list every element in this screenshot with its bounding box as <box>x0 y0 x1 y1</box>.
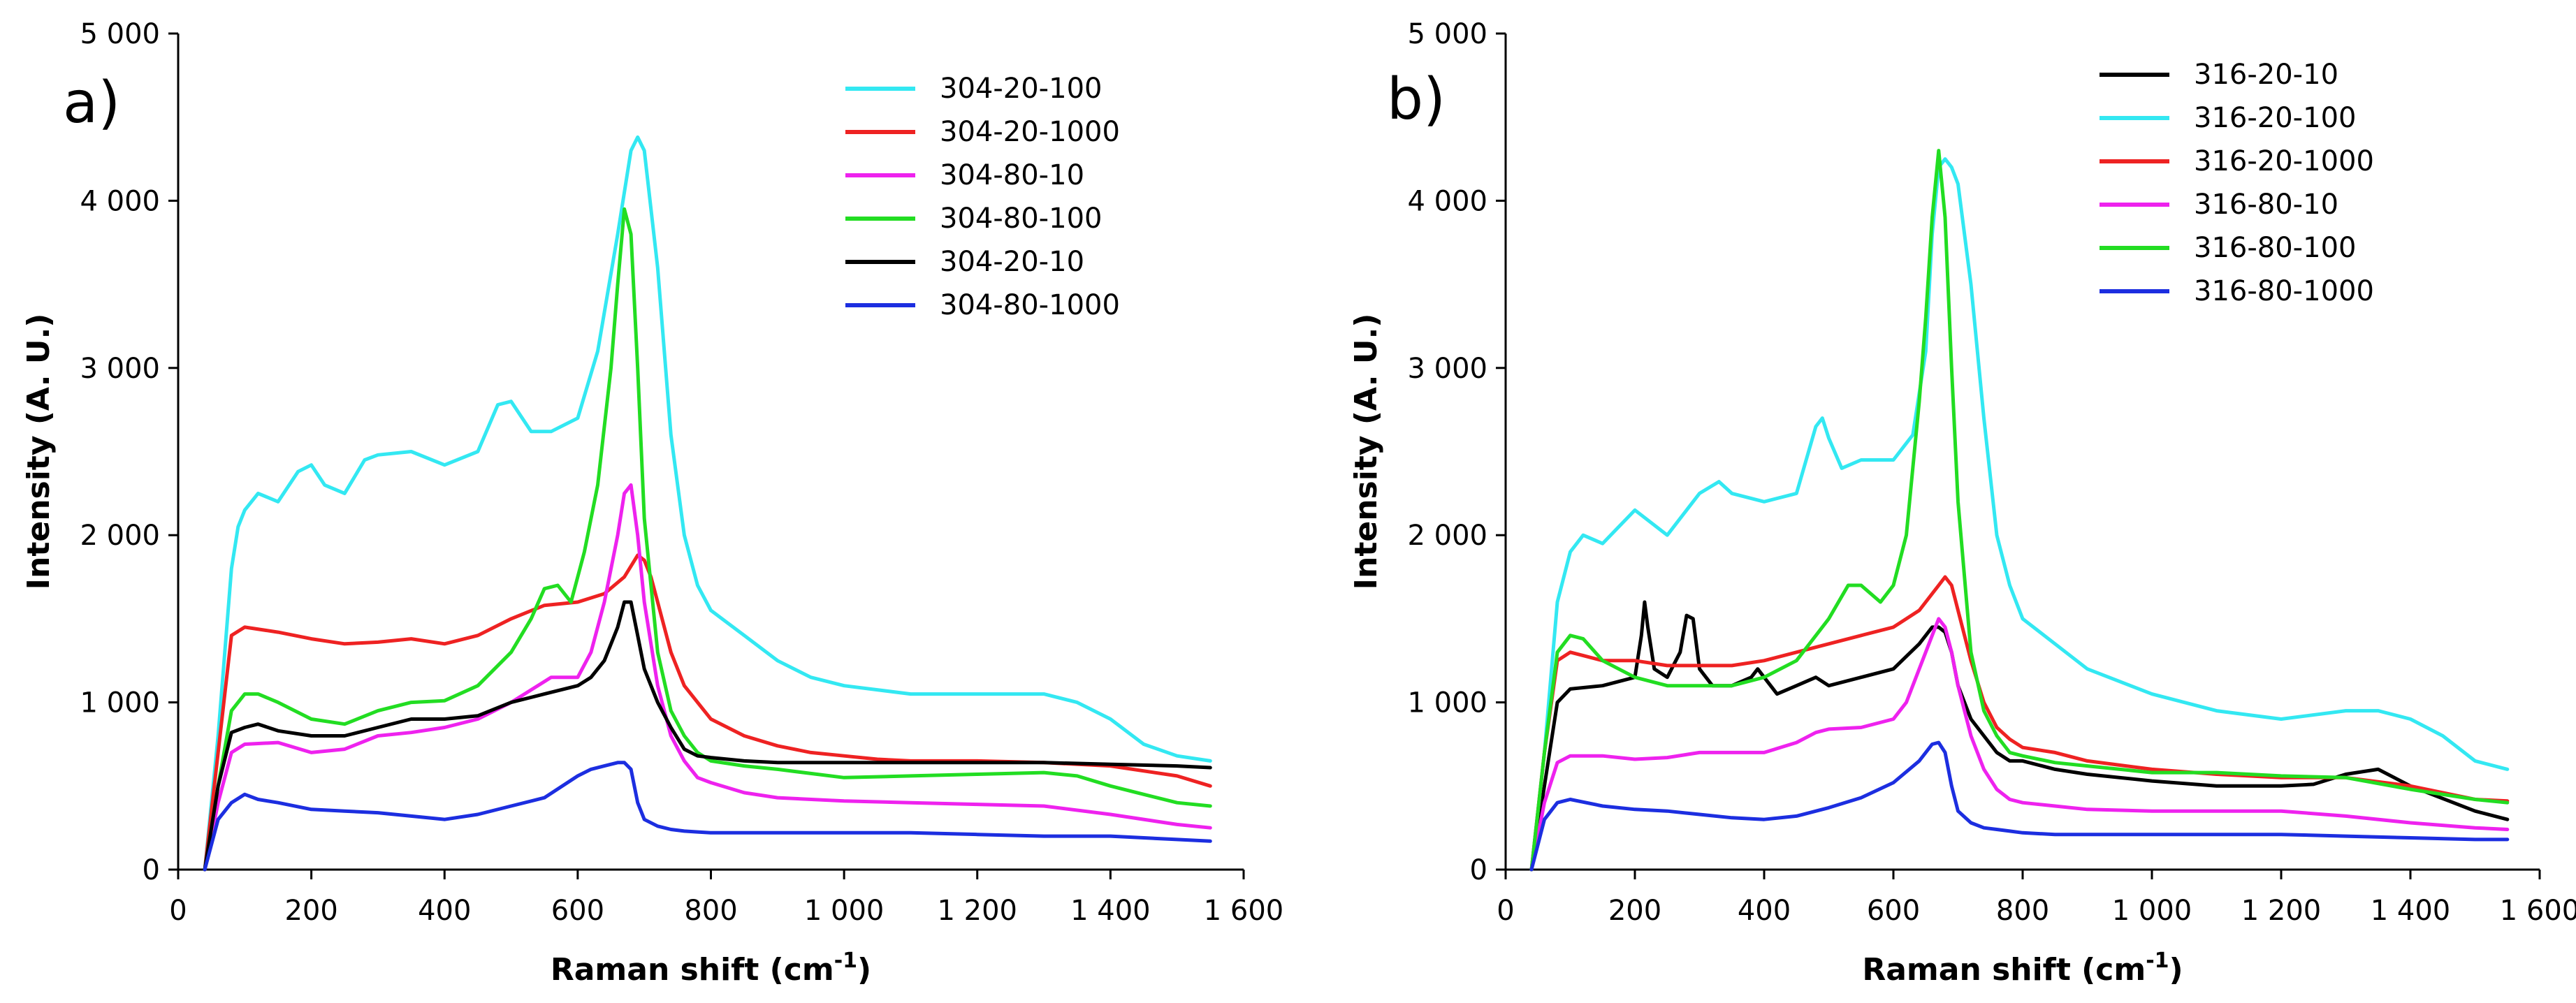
series-line-316-20-1000 <box>1529 575 2510 872</box>
y-tick-label: 5 000 <box>1407 18 1487 50</box>
legend-label: 304-20-10 <box>940 246 1084 278</box>
x-tick-label: 600 <box>551 895 604 927</box>
x-tick-label: 400 <box>1738 895 1791 927</box>
x-tick-label: 0 <box>1497 895 1514 927</box>
panel-label: a) <box>63 70 120 136</box>
legend-label: 316-80-10 <box>2194 189 2338 221</box>
x-tick-label: 200 <box>284 895 337 927</box>
y-tick-label: 2 000 <box>1407 520 1487 552</box>
y-tick-label: 4 000 <box>1407 185 1487 217</box>
x-axis-title: Raman shift (cm-1) <box>1862 949 2183 988</box>
series-line-316-80-100 <box>1529 149 2510 872</box>
series-line-316-80-1000 <box>1529 740 2510 872</box>
legend-label: 316-80-1000 <box>2194 275 2374 307</box>
y-tick-label: 1 000 <box>1407 687 1487 719</box>
y-tick-label: 5 000 <box>80 18 160 50</box>
y-axis-title: Intensity (A. U.) <box>21 314 57 590</box>
y-tick-label: 3 000 <box>80 353 160 385</box>
series-line-304-20-10 <box>203 600 1212 872</box>
legend-label: 304-80-100 <box>940 203 1102 235</box>
series-line-316-20-100 <box>1529 157 2510 872</box>
x-tick-label: 1 200 <box>937 895 1017 927</box>
legend-label: 316-20-10 <box>2194 59 2338 91</box>
chart-panel-a: 0 200 400 600 800 1 000 1 200 1 400 1 600 0 1 000 2… <box>21 18 1283 988</box>
x-tick-label: 1 600 <box>1204 895 1284 927</box>
y-tick-label: 2 000 <box>80 520 160 552</box>
x-tick-label: 400 <box>418 895 471 927</box>
x-tick-label: 1 600 <box>2500 895 2576 927</box>
series-line-304-80-1000 <box>203 761 1212 872</box>
y-tick-label: 3 000 <box>1407 353 1487 385</box>
legend-label: 304-80-10 <box>940 159 1084 191</box>
x-tick-label: 200 <box>1608 895 1661 927</box>
y-tick-label: 0 <box>1470 854 1487 886</box>
y-tick-label: 4 000 <box>80 185 160 217</box>
x-tick-label: 600 <box>1867 895 1920 927</box>
series-line-316-80-10 <box>1529 617 2510 872</box>
x-tick-label: 800 <box>684 895 737 927</box>
legend-label: 316-20-1000 <box>2194 145 2374 177</box>
x-tick-label: 1 000 <box>804 895 885 927</box>
y-axis-title: Intensity (A. U.) <box>1348 314 1384 590</box>
x-axis-title: Raman shift (cm-1) <box>551 949 871 988</box>
series-line-304-80-100 <box>203 207 1212 872</box>
legend: 316-20-10 316-20-100 316-20-1000 316-80-10 3… <box>2100 59 2374 307</box>
legend-label: 304-80-1000 <box>940 289 1120 321</box>
legend-label: 316-80-100 <box>2194 232 2356 264</box>
x-tick-label: 1 400 <box>1070 895 1151 927</box>
series-line-304-20-1000 <box>203 553 1212 872</box>
series-line-304-20-100 <box>203 135 1212 872</box>
y-tick-label: 0 <box>143 854 160 886</box>
y-tick-label: 1 000 <box>80 687 160 719</box>
series-line-316-20-10 <box>1529 600 2510 872</box>
panel-label: b) <box>1387 66 1446 133</box>
series-line-304-80-10 <box>203 483 1212 872</box>
legend-label: 304-20-100 <box>940 73 1102 105</box>
chart-panel-b: 0 200 400 600 800 1 000 1 200 1 400 1 600 0 1 000 2… <box>1348 18 2576 988</box>
legend-label: 316-20-100 <box>2194 102 2356 134</box>
x-tick-label: 1 400 <box>2371 895 2451 927</box>
x-tick-label: 800 <box>1996 895 2049 927</box>
x-tick-label: 1 200 <box>2241 895 2322 927</box>
x-tick-label: 1 000 <box>2112 895 2192 927</box>
legend: 304-20-100 304-20-1000 304-80-10 304-80-100… <box>845 73 1120 321</box>
legend-label: 304-20-1000 <box>940 116 1120 148</box>
x-tick-label: 0 <box>169 895 187 927</box>
